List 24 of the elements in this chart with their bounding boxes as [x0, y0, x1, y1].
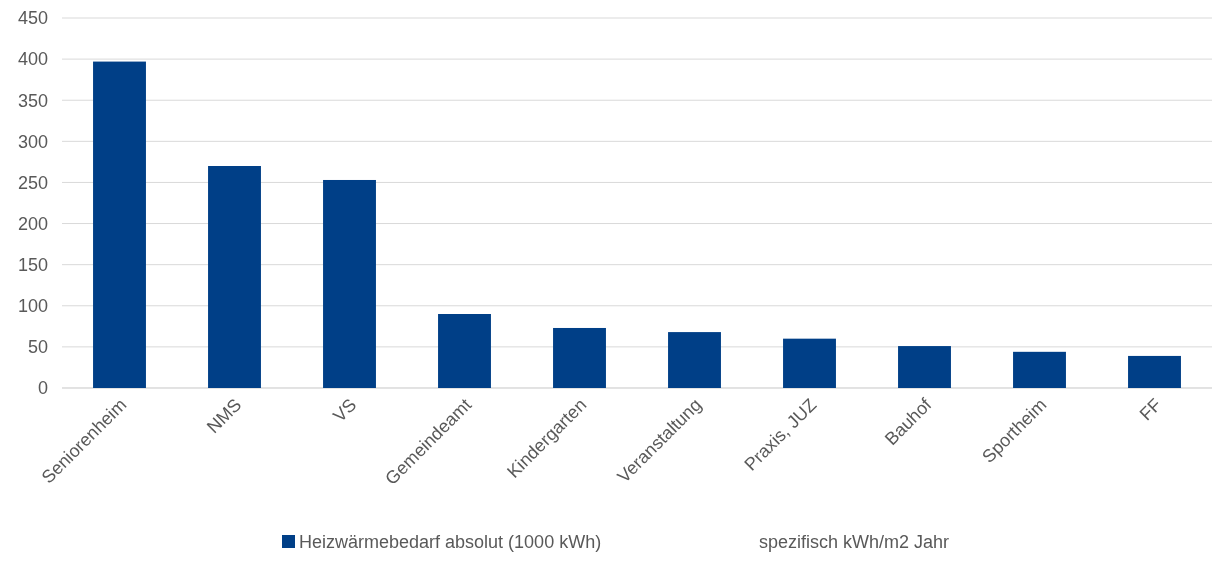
bar [323, 179, 376, 388]
x-tick-label: FF [1135, 394, 1166, 425]
y-tick-label: 450 [17, 8, 48, 29]
bar [668, 332, 721, 388]
text: spezifisch kWh/m2 Jahr [759, 532, 950, 552]
x-tick-label: VS [329, 394, 361, 426]
y-tick-label: 400 [17, 49, 48, 70]
y-tick-label: 200 [17, 213, 48, 234]
bar [1013, 351, 1066, 388]
y-tick-label: 150 [17, 254, 48, 275]
y-tick-label: 0 [37, 378, 48, 399]
bar [438, 314, 491, 388]
y-tick-label: 100 [17, 296, 48, 317]
bar [208, 166, 261, 388]
y-tick-label: 300 [17, 131, 48, 152]
y-tick-label: 50 [27, 337, 48, 358]
bar [898, 346, 951, 388]
bar [783, 338, 836, 388]
y-tick-label: 350 [17, 90, 48, 111]
y-tick-label: 250 [17, 172, 48, 193]
legend-label: Heizwärmebedarf absolut (1000 kWh) [299, 532, 602, 552]
bar [93, 61, 146, 388]
bar [553, 327, 606, 388]
bar [1128, 355, 1181, 388]
